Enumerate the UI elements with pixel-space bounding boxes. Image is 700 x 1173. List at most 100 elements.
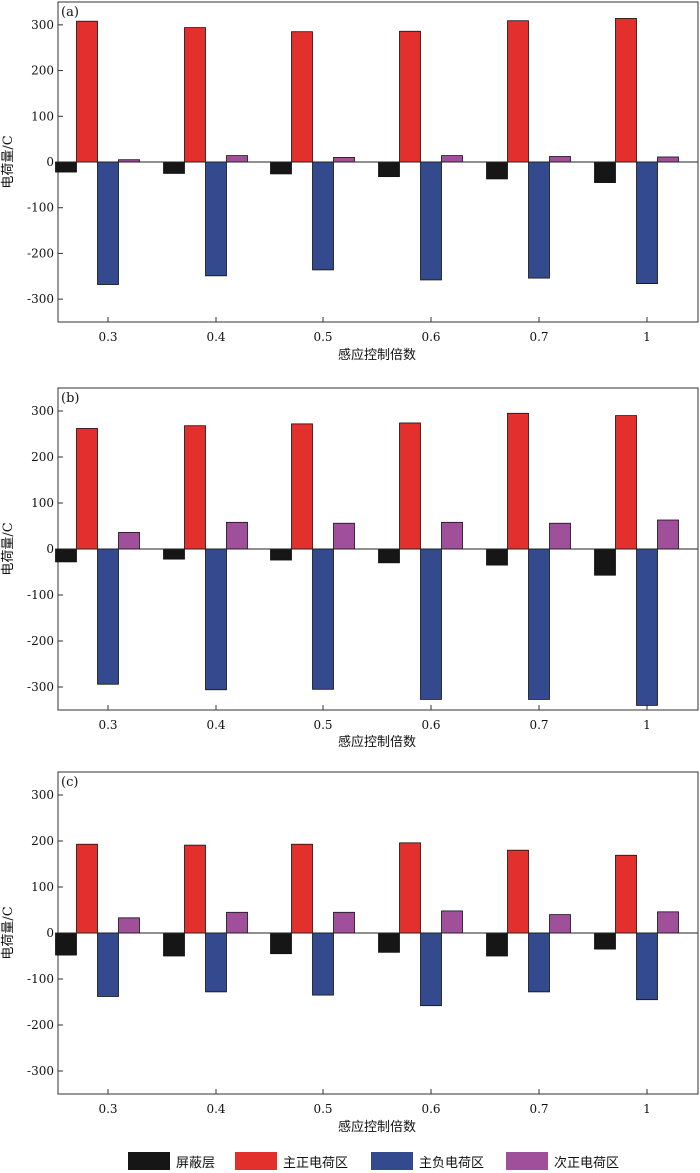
bar-main-negative bbox=[420, 161, 442, 281]
x-tick-label: 0.6 bbox=[421, 718, 440, 732]
y-axis-label: 电荷量/C bbox=[1, 135, 16, 188]
bar-main-positive bbox=[399, 842, 421, 934]
bar-main-positive bbox=[184, 844, 206, 934]
legend-item-secondary-positive: 次正电荷区 bbox=[506, 1152, 620, 1171]
legend: 屏蔽层 主正电荷区 主负电荷区 次正电荷区 bbox=[0, 1148, 700, 1172]
legend-label-shield: 屏蔽层 bbox=[176, 1155, 216, 1171]
panel-label: (c) bbox=[61, 775, 78, 790]
x-tick-label: 0.7 bbox=[529, 330, 548, 344]
bar-secondary-positive bbox=[441, 521, 463, 550]
bar-main-negative bbox=[97, 161, 119, 285]
bar-secondary-positive bbox=[657, 911, 679, 934]
bar-secondary-positive bbox=[441, 910, 463, 934]
y-tick-label: -100 bbox=[27, 588, 54, 602]
bar-shield bbox=[378, 932, 400, 953]
bar-main-positive bbox=[291, 31, 313, 163]
x-tick-label: 0.4 bbox=[206, 1102, 225, 1116]
bar-main-positive bbox=[507, 412, 529, 550]
bar-secondary-positive bbox=[333, 157, 355, 163]
bar-main-negative bbox=[528, 161, 550, 279]
x-tick-label: 0.4 bbox=[206, 718, 225, 732]
y-tick-label: 300 bbox=[31, 788, 54, 802]
bar-main-negative bbox=[636, 548, 658, 706]
panel-label: (b) bbox=[61, 391, 79, 406]
x-tick-label: 0.7 bbox=[529, 718, 548, 732]
bar-shield bbox=[594, 161, 616, 183]
x-tick-label: 0.3 bbox=[98, 718, 117, 732]
bar-main-negative bbox=[205, 932, 227, 993]
y-tick-label: -200 bbox=[27, 634, 54, 648]
bar-main-positive bbox=[76, 843, 98, 934]
legend-swatch-main-positive bbox=[235, 1152, 277, 1170]
bar-main-negative bbox=[97, 548, 119, 685]
bar-main-negative bbox=[528, 548, 550, 700]
y-axis-label: 电荷量/C bbox=[1, 522, 16, 575]
bar-secondary-positive bbox=[333, 522, 355, 550]
legend-item-main-negative: 主负电荷区 bbox=[371, 1152, 485, 1171]
bar-main-negative bbox=[312, 161, 334, 271]
x-tick-label: 1 bbox=[643, 330, 651, 344]
x-tick-label: 0.7 bbox=[529, 1102, 548, 1116]
y-tick-label: 300 bbox=[31, 18, 54, 32]
legend-swatch-main-negative bbox=[371, 1152, 413, 1170]
bar-main-positive bbox=[615, 18, 637, 163]
x-tick-label: 0.5 bbox=[313, 1102, 332, 1116]
bar-main-positive bbox=[184, 27, 206, 163]
x-tick-label: 1 bbox=[643, 1102, 651, 1116]
bar-shield bbox=[378, 161, 400, 178]
y-tick-label: 100 bbox=[31, 880, 54, 894]
y-tick-label: 300 bbox=[31, 404, 54, 418]
x-axis-label: 感应控制倍数 bbox=[338, 734, 416, 750]
bar-shield bbox=[486, 932, 508, 957]
legend-label-main-positive: 主正电荷区 bbox=[283, 1155, 349, 1171]
bar-main-negative bbox=[205, 161, 227, 277]
bar-secondary-positive bbox=[441, 155, 463, 163]
chart-panel-1: 300 200 100 0 -100 -200 -300 0.3 0.4 0.5 0.6 0.7 1 (a… bbox=[1, 1, 699, 363]
bar-secondary-positive bbox=[333, 911, 355, 934]
y-axis-label: 电荷量/C bbox=[1, 906, 16, 959]
y-tick-label: 100 bbox=[31, 109, 54, 123]
bar-secondary-positive bbox=[118, 917, 140, 934]
bar-shield bbox=[55, 548, 77, 563]
legend-label-secondary-positive: 次正电荷区 bbox=[554, 1155, 620, 1171]
bar-secondary-positive bbox=[226, 521, 248, 550]
y-tick-label: 0 bbox=[46, 155, 54, 169]
legend-label-main-negative: 主负电荷区 bbox=[419, 1155, 485, 1171]
bar-main-positive bbox=[507, 849, 529, 934]
bar-main-positive bbox=[399, 422, 421, 550]
x-tick-label: 0.4 bbox=[206, 330, 225, 344]
bar-secondary-positive bbox=[118, 532, 140, 550]
bar-shield bbox=[378, 548, 400, 564]
x-tick-label: 0.6 bbox=[421, 1102, 440, 1116]
bar-secondary-positive bbox=[226, 155, 248, 163]
bar-shield bbox=[594, 932, 616, 950]
bar-shield bbox=[594, 548, 616, 576]
x-tick-label: 0.6 bbox=[421, 330, 440, 344]
y-tick-label: -300 bbox=[27, 292, 54, 306]
bar-shield bbox=[163, 548, 185, 560]
bar-main-negative bbox=[636, 932, 658, 1001]
bar-main-positive bbox=[76, 20, 98, 163]
x-tick-label: 0.5 bbox=[313, 330, 332, 344]
y-tick-label: -200 bbox=[27, 1018, 54, 1032]
bar-main-negative bbox=[528, 932, 550, 993]
bar-shield bbox=[270, 548, 292, 561]
bar-main-negative bbox=[312, 548, 334, 690]
bar-shield bbox=[486, 548, 508, 566]
y-tick-label: 200 bbox=[31, 64, 54, 78]
bar-main-negative bbox=[420, 548, 442, 700]
bar-shield bbox=[163, 932, 185, 957]
bar-main-negative bbox=[420, 932, 442, 1007]
legend-swatch-secondary-positive bbox=[506, 1152, 548, 1170]
y-tick-label: 200 bbox=[31, 450, 54, 464]
bar-main-negative bbox=[97, 932, 119, 997]
legend-item-main-positive: 主正电荷区 bbox=[235, 1152, 349, 1171]
bar-secondary-positive bbox=[657, 519, 679, 550]
legend-swatch-shield bbox=[128, 1152, 170, 1170]
bar-main-positive bbox=[615, 854, 637, 934]
chart-panel-3: 300 200 100 0 -100 -200 -300 0.3 0.4 0.5 0.6 0.7 1 (c… bbox=[1, 771, 699, 1135]
y-tick-label: 0 bbox=[46, 926, 54, 940]
bar-main-positive bbox=[507, 20, 529, 163]
